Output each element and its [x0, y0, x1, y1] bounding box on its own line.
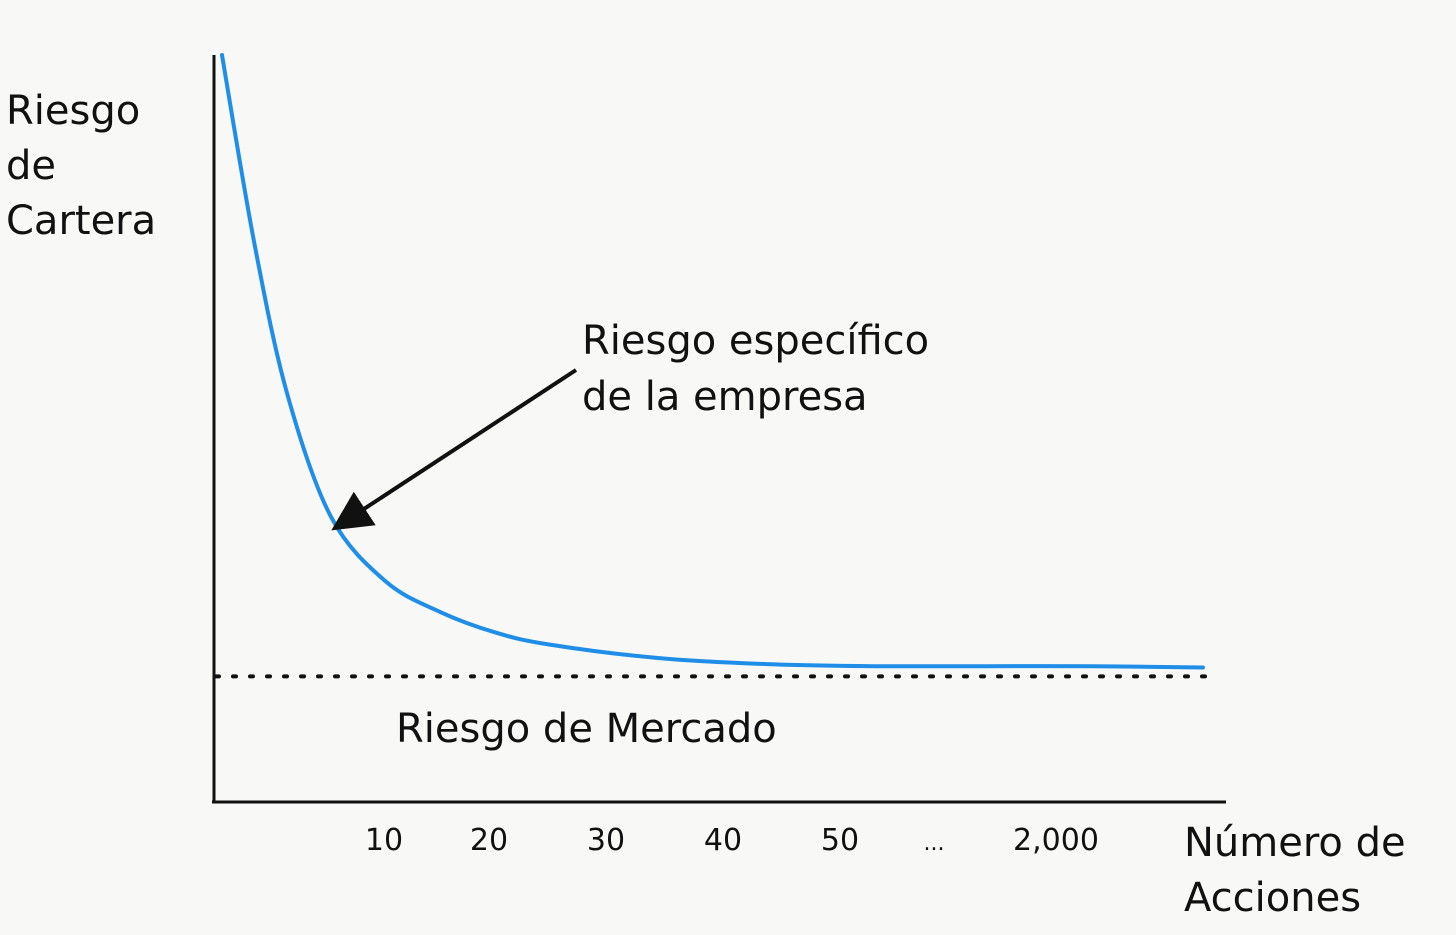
y-axis-label-line-2: de — [6, 143, 56, 189]
x-tick-label: 30 — [587, 823, 625, 858]
x-tick-label: ... — [924, 831, 945, 856]
y-axis-label-line-1: Riesgo — [6, 88, 140, 134]
x-tick-label: 20 — [470, 823, 508, 858]
market-risk-label: Riesgo de Mercado — [396, 706, 777, 752]
x-axis-label-line-2: Acciones — [1184, 875, 1361, 921]
y-axis-label-line-3: Cartera — [6, 198, 156, 244]
x-tick-label: 2,000 — [1013, 823, 1099, 858]
annotation-line-2: de la empresa — [582, 374, 868, 420]
annotation-arrow — [331, 368, 578, 531]
x-tick-label: 10 — [365, 823, 403, 858]
x-tick-label: 50 — [821, 823, 859, 858]
portfolio-risk-curve — [220, 53, 1205, 670]
x-tick-label: 40 — [704, 823, 742, 858]
annotation-line-1: Riesgo específico — [582, 318, 929, 364]
x-axis-label-line-1: Número de — [1184, 820, 1406, 866]
